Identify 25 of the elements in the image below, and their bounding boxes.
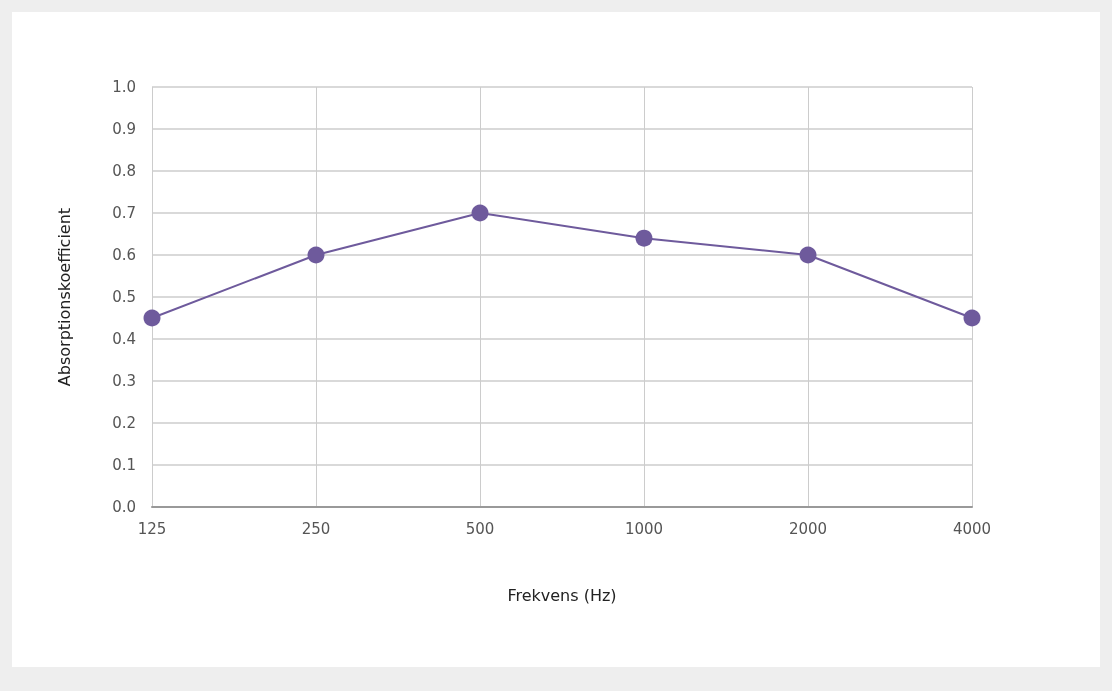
- y-tick-label: 0.2: [112, 414, 136, 432]
- point: [963, 309, 981, 327]
- x-axis-title: Frekvens (Hz): [507, 585, 617, 605]
- point: [307, 246, 325, 264]
- y-tick-label: 0.0: [112, 498, 136, 516]
- x-tick-label: 250: [301, 519, 331, 538]
- point: [635, 229, 653, 247]
- y-tick-label: 0.9: [112, 120, 136, 138]
- x-tick-label: 500: [465, 519, 495, 538]
- x-tick-label: 4000: [952, 519, 992, 538]
- y-tick-label: 0.5: [112, 288, 136, 306]
- y-tick-label: 0.8: [112, 162, 136, 180]
- x-tick-label: 2000: [788, 519, 828, 538]
- y-tick-label: 0.7: [112, 204, 136, 222]
- y-tick-label: 1.0: [112, 78, 136, 96]
- x-tick-label: 1000: [624, 519, 664, 538]
- y-axis-title: Absorptionskoefficient: [54, 207, 74, 387]
- y-tick-label: 0.1: [112, 456, 136, 474]
- y-tick-label: 0.4: [112, 330, 136, 348]
- y-tick-label: 0.3: [112, 372, 136, 390]
- point: [471, 204, 489, 222]
- y-tick-label: 0.6: [112, 246, 136, 264]
- x-tick-label: 125: [137, 519, 167, 538]
- point: [143, 309, 161, 327]
- point: [799, 246, 817, 264]
